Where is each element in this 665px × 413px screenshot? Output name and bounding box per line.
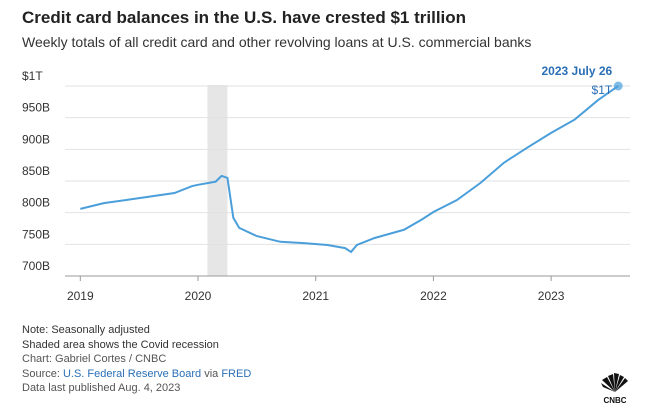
y-tick-label: 700B — [22, 259, 50, 273]
source: Source: U.S. Federal Reserve Board via F… — [22, 367, 251, 382]
y-tick-label: 950B — [22, 101, 50, 115]
note: Note: Seasonally adjusted — [22, 324, 150, 336]
y-tick-label: 750B — [22, 227, 50, 241]
x-tick-label: 2023 — [538, 289, 565, 303]
x-tick-label: 2020 — [185, 289, 212, 303]
source-link[interactable]: U.S. Federal Reserve Board — [62, 367, 202, 380]
source-text: Source: — [22, 367, 63, 380]
source-text: via — [201, 367, 222, 380]
y-tick-label: 800B — [22, 196, 50, 210]
annotation-date: 2023 July 26 — [541, 64, 612, 78]
y-tick-label: 900B — [22, 132, 50, 146]
credit: Chart: Gabriel Cortes / CNBC — [22, 353, 167, 365]
logo-peacock — [601, 373, 628, 392]
published: Data last published Aug. 4, 2023 — [22, 382, 181, 394]
y-tick-label: $1T — [22, 69, 43, 83]
annotation-value: $1T — [592, 83, 613, 97]
end-point — [613, 81, 623, 91]
chart-subtitle: Weekly totals of all credit card and oth… — [22, 34, 532, 50]
footer: Note: Seasonally adjusted Shaded area sh… — [22, 323, 251, 396]
x-tick-label: 2019 — [67, 289, 94, 303]
logo-text: CNBC — [603, 396, 626, 405]
logo: CNBC — [601, 373, 628, 405]
chart-title: Credit card balances in the U.S. have cr… — [22, 8, 467, 27]
x-tick-label: 2021 — [302, 289, 329, 303]
x-tick-label: 2022 — [420, 289, 447, 303]
series-line — [80, 85, 619, 254]
source-link[interactable]: FRED — [221, 367, 252, 380]
y-tick-label: 850B — [22, 164, 50, 178]
note: Shaded area shows the Covid recession — [22, 338, 219, 351]
